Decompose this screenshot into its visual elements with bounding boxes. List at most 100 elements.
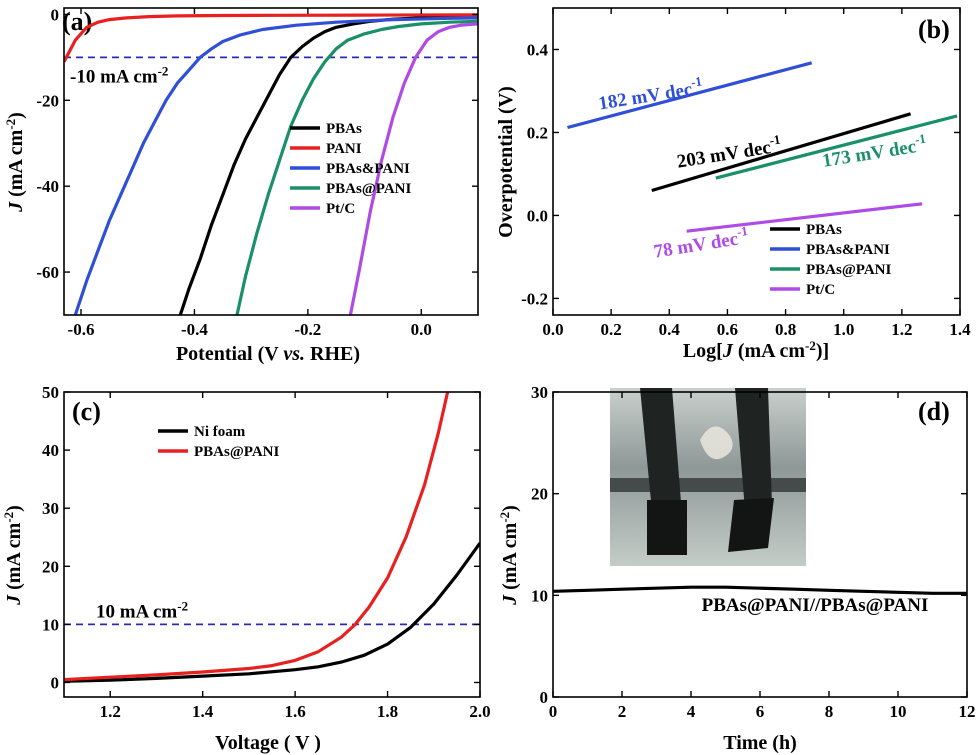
legend-label-b-0: PBAs: [806, 222, 842, 238]
y-tick-label-c-3: 30: [42, 499, 59, 518]
panel-b: (b) Log[J (mA cm-2)] Overpotential (V) 2…: [495, 7, 971, 362]
plot-frame-a: [63, 7, 479, 316]
slope-label-text-3: 78 mV dec: [652, 229, 739, 263]
reference-line-label-c: 10 mA cm-2: [96, 598, 188, 622]
x-tick-label-d-3: 6: [756, 702, 765, 721]
legend-label-a-2: PBAs&PANI: [326, 161, 410, 177]
slope-label-sup-3: -1: [736, 223, 749, 240]
y-axis-label-d: J (mA cm-2): [497, 505, 521, 606]
series-line-a-3: [235, 19, 478, 315]
x-tick-label-c-4: 2.0: [469, 702, 490, 721]
y-axis-label-c: J (mA cm-2): [1, 505, 25, 606]
x-tick-label-b-7: 1.4: [949, 320, 971, 339]
series-line-a-2: [73, 16, 478, 315]
x-tick-label-a-2: -0.2: [294, 320, 321, 339]
slope-label-sup-0: -1: [768, 131, 781, 148]
panel-label-c: (c): [72, 397, 101, 426]
panel-label-a: (a): [62, 7, 92, 36]
y-tick-label-d-2: 20: [531, 485, 548, 504]
reference-line-label-text-c: 10 mA cm: [96, 601, 177, 622]
x-tick-label-a-0: -0.6: [68, 320, 95, 339]
series-line-b-2: [715, 114, 958, 180]
x-tick-label-b-5: 1.0: [833, 320, 854, 339]
y-tick-label-a-3: -60: [36, 263, 59, 282]
x-tick-label-a-3: 0.0: [411, 320, 432, 339]
plot-frame-b: [552, 7, 961, 316]
y-tick-label-c-2: 20: [42, 557, 59, 576]
x-axis-label-c: Voltage ( V ): [215, 732, 321, 754]
slope-label-1: 182 mV dec-1: [596, 73, 704, 114]
legend-label-a-4: Pt/C: [326, 201, 355, 217]
x-tick-label-d-4: 8: [825, 702, 834, 721]
legend-label-b-3: Pt/C: [806, 282, 835, 298]
series-line-c-0: [64, 542, 480, 683]
slope-label-text-2: 173 mV dec: [821, 136, 918, 172]
y-tick-label-d-1: 10: [531, 586, 548, 605]
series-line-b-0: [651, 112, 912, 193]
inset-photo: [610, 388, 806, 566]
slope-label-sup-1: -1: [690, 73, 703, 90]
plot-frame-c: [63, 391, 481, 698]
panel-a: (a) Potential (V vs. RHE) J (mA cm-2) -1…: [3, 5, 479, 365]
reference-line-label-sup-a: -2: [158, 63, 169, 78]
y-tick-label-a-0: 0: [51, 5, 60, 24]
y-tick-label-d-0: 0: [540, 688, 549, 707]
y-tick-label-b-2: 0.2: [527, 123, 548, 142]
legend-label-b-2: PBAs@PANI: [806, 262, 892, 278]
panel-label-d: (d): [918, 397, 950, 426]
x-tick-label-c-1: 1.4: [192, 702, 214, 721]
series-line-d-0: [553, 585, 967, 595]
reference-line-label-sup-c: -2: [177, 598, 188, 613]
series-line-b-1: [567, 61, 813, 130]
slope-label-text-1: 182 mV dec: [597, 79, 694, 115]
x-axis-label-a: Potential (V vs. RHE): [176, 343, 360, 365]
x-tick-label-d-2: 4: [687, 702, 696, 721]
y-tick-label-d-3: 30: [531, 383, 548, 402]
x-tick-label-d-1: 2: [618, 702, 627, 721]
x-tick-label-b-0: 0.0: [542, 320, 563, 339]
slope-label-sup-2: -1: [914, 131, 927, 148]
series-line-c-1: [64, 392, 450, 682]
panel-d: (d) Time (h) J (mA cm-2) PBAs@PANI//PBAs…: [497, 383, 976, 754]
y-tick-label-b-1: 0.0: [527, 206, 548, 225]
y-tick-label-c-1: 10: [42, 615, 59, 634]
x-axis-label-d: Time (h): [723, 732, 797, 754]
x-tick-label-b-1: 0.2: [601, 320, 622, 339]
x-tick-label-b-4: 0.8: [775, 320, 796, 339]
x-tick-label-c-2: 1.6: [284, 702, 305, 721]
legend-label-b-1: PBAs&PANI: [806, 242, 890, 258]
legend-label-c-1: PBAs@PANI: [194, 444, 280, 460]
y-tick-label-a-2: -40: [36, 177, 59, 196]
x-axis-label-b: Log[J (mA cm-2)]: [683, 338, 829, 362]
legend-label-c-0: Ni foam: [194, 424, 246, 440]
y-tick-label-c-0: 0: [51, 673, 60, 692]
series-line-a-1: [64, 13, 478, 63]
y-tick-label-c-4: 40: [42, 441, 59, 460]
x-tick-label-c-0: 1.2: [100, 702, 121, 721]
y-tick-label-b-0: -0.2: [521, 289, 548, 308]
panel-c: (c) Voltage ( V ) J (mA cm-2) 10 mA cm-2…: [1, 383, 491, 754]
reference-line-label-a: -10 mA cm-2: [70, 63, 168, 87]
x-tick-label-c-3: 1.8: [377, 702, 398, 721]
x-tick-label-d-5: 10: [890, 702, 907, 721]
stability-annotation: PBAs@PANI//PBAs@PANI: [702, 595, 929, 616]
x-tick-label-a-1: -0.4: [181, 320, 208, 339]
x-tick-label-d-6: 12: [959, 702, 976, 721]
x-tick-label-b-3: 0.6: [717, 320, 738, 339]
y-axis-label-b: Overpotential (V): [495, 86, 517, 238]
series-line-a-4: [348, 22, 478, 315]
reference-line-label-text-a: -10 mA cm: [70, 66, 158, 87]
y-tick-label-b-3: 0.4: [527, 40, 549, 59]
x-tick-label-b-6: 1.2: [891, 320, 912, 339]
series-line-b-3: [686, 202, 923, 233]
x-tick-label-b-2: 0.4: [659, 320, 681, 339]
y-axis-label-a: J (mA cm-2): [3, 112, 27, 213]
x-tick-label-d-0: 0: [549, 702, 558, 721]
panel-label-b: (b): [918, 15, 950, 44]
y-tick-label-c-5: 50: [42, 383, 59, 402]
y-tick-label-a-1: -20: [36, 91, 59, 110]
legend-label-a-1: PANI: [326, 141, 362, 157]
legend-label-a-0: PBAs: [326, 121, 362, 137]
legend-label-a-3: PBAs@PANI: [326, 181, 412, 197]
